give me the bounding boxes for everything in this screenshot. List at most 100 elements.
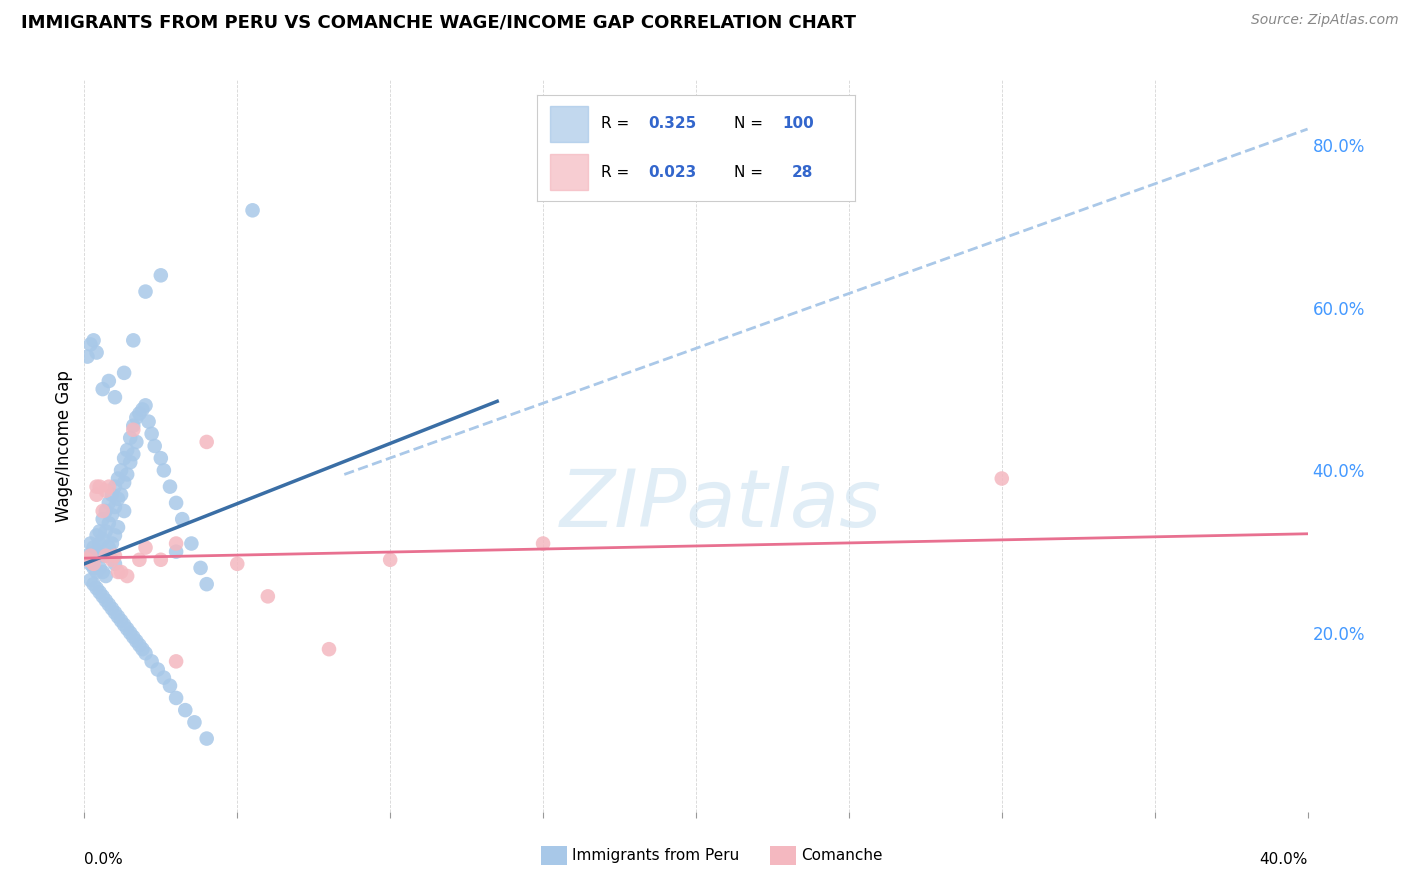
Point: [165, 544, 187, 558]
Text: 40.0%: 40.0%: [1260, 852, 1308, 867]
Point: [86, 345, 108, 359]
Point: [91, 590, 114, 604]
Point: [128, 407, 150, 421]
Point: [94, 504, 117, 518]
Point: [180, 536, 202, 550]
Point: [122, 418, 145, 433]
Point: [153, 671, 176, 685]
Point: [79, 557, 101, 571]
Point: [86, 544, 108, 558]
Point: [104, 557, 127, 571]
Point: [94, 549, 117, 563]
Point: [104, 390, 127, 404]
Point: [97, 480, 120, 494]
Point: [115, 622, 138, 636]
Point: [110, 488, 132, 502]
Point: [91, 565, 114, 579]
Point: [101, 601, 124, 615]
Point: [115, 569, 138, 583]
Point: [195, 434, 218, 449]
Point: [149, 451, 172, 466]
Point: [86, 480, 108, 494]
Point: [79, 573, 101, 587]
Point: [89, 585, 111, 599]
Point: [125, 410, 148, 425]
Point: [76, 350, 98, 364]
Point: [165, 690, 187, 705]
Text: ZIPatlas: ZIPatlas: [560, 466, 882, 543]
Point: [97, 541, 120, 555]
Text: Comanche: Comanche: [801, 848, 883, 863]
Point: [91, 382, 114, 396]
Point: [97, 516, 120, 531]
Point: [174, 703, 197, 717]
Point: [380, 553, 402, 567]
Point: [104, 480, 127, 494]
Point: [86, 581, 108, 595]
Point: [128, 553, 150, 567]
Point: [83, 577, 105, 591]
Point: [122, 423, 145, 437]
Point: [183, 715, 205, 730]
Point: [159, 480, 181, 494]
Point: [83, 541, 105, 555]
Point: [110, 565, 132, 579]
Point: [120, 626, 142, 640]
Point: [94, 593, 117, 607]
Point: [115, 443, 138, 458]
Point: [141, 654, 163, 668]
Point: [149, 268, 172, 283]
Point: [318, 642, 340, 657]
Point: [79, 337, 101, 351]
Point: [135, 646, 157, 660]
Point: [107, 609, 129, 624]
Point: [89, 536, 111, 550]
Point: [125, 634, 148, 648]
Point: [101, 553, 124, 567]
Point: [120, 431, 142, 445]
Point: [86, 528, 108, 542]
Point: [76, 553, 98, 567]
Point: [190, 561, 212, 575]
Point: [115, 467, 138, 482]
Point: [153, 463, 176, 477]
Point: [120, 455, 142, 469]
Point: [195, 731, 218, 746]
Point: [83, 334, 105, 348]
Point: [112, 617, 135, 632]
Point: [165, 654, 187, 668]
Point: [172, 512, 194, 526]
Point: [110, 463, 132, 477]
Point: [97, 598, 120, 612]
Point: [89, 524, 111, 539]
Point: [83, 561, 105, 575]
Point: [991, 471, 1014, 485]
Point: [94, 549, 117, 563]
Text: IMMIGRANTS FROM PERU VS COMANCHE WAGE/INCOME GAP CORRELATION CHART: IMMIGRANTS FROM PERU VS COMANCHE WAGE/IN…: [21, 13, 856, 31]
Point: [89, 549, 111, 563]
Point: [104, 500, 127, 514]
Point: [135, 285, 157, 299]
Point: [107, 471, 129, 485]
Y-axis label: Wage/Income Gap: Wage/Income Gap: [55, 370, 73, 522]
Point: [83, 553, 105, 567]
Point: [112, 451, 135, 466]
Point: [107, 491, 129, 506]
Point: [125, 434, 148, 449]
Text: Source: ZipAtlas.com: Source: ZipAtlas.com: [1251, 13, 1399, 28]
Point: [122, 447, 145, 461]
Point: [146, 663, 169, 677]
Point: [91, 533, 114, 547]
Point: [159, 679, 181, 693]
Point: [131, 642, 153, 657]
Point: [242, 203, 264, 218]
Point: [531, 536, 554, 550]
Point: [107, 520, 129, 534]
Point: [138, 415, 160, 429]
Point: [149, 553, 172, 567]
Point: [104, 606, 127, 620]
Point: [195, 577, 218, 591]
Text: 0.0%: 0.0%: [84, 852, 124, 867]
Point: [143, 439, 166, 453]
Point: [107, 565, 129, 579]
